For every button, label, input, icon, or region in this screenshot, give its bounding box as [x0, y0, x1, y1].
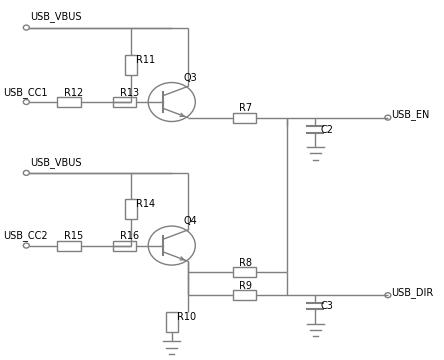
Text: R8: R8 — [239, 258, 252, 268]
Text: R9: R9 — [239, 281, 252, 291]
Text: USB_CC2: USB_CC2 — [3, 230, 48, 241]
Text: USB_VBUS: USB_VBUS — [31, 157, 82, 168]
Bar — [57, 240, 81, 251]
Bar — [125, 55, 137, 75]
Text: Q4: Q4 — [183, 216, 197, 226]
Bar — [113, 97, 136, 107]
Text: USB_VBUS: USB_VBUS — [31, 12, 82, 22]
Text: C2: C2 — [320, 125, 333, 135]
Text: USB_DIR: USB_DIR — [391, 287, 433, 298]
Text: R13: R13 — [119, 87, 139, 98]
Text: R12: R12 — [64, 87, 83, 98]
Text: R16: R16 — [119, 231, 139, 241]
Text: R11: R11 — [136, 55, 155, 65]
Bar — [113, 240, 136, 251]
Text: R7: R7 — [239, 103, 253, 113]
Bar — [57, 97, 81, 107]
Text: Q3: Q3 — [183, 73, 197, 83]
Bar — [125, 199, 137, 219]
Text: USB_CC1: USB_CC1 — [3, 87, 47, 98]
Bar — [233, 290, 256, 300]
Text: R14: R14 — [136, 199, 155, 210]
Text: C3: C3 — [320, 301, 333, 311]
Bar — [166, 312, 178, 332]
Bar — [233, 113, 256, 123]
Bar — [233, 267, 256, 277]
Text: R15: R15 — [64, 231, 83, 241]
Text: USB_EN: USB_EN — [391, 109, 430, 120]
Text: R10: R10 — [177, 312, 196, 322]
